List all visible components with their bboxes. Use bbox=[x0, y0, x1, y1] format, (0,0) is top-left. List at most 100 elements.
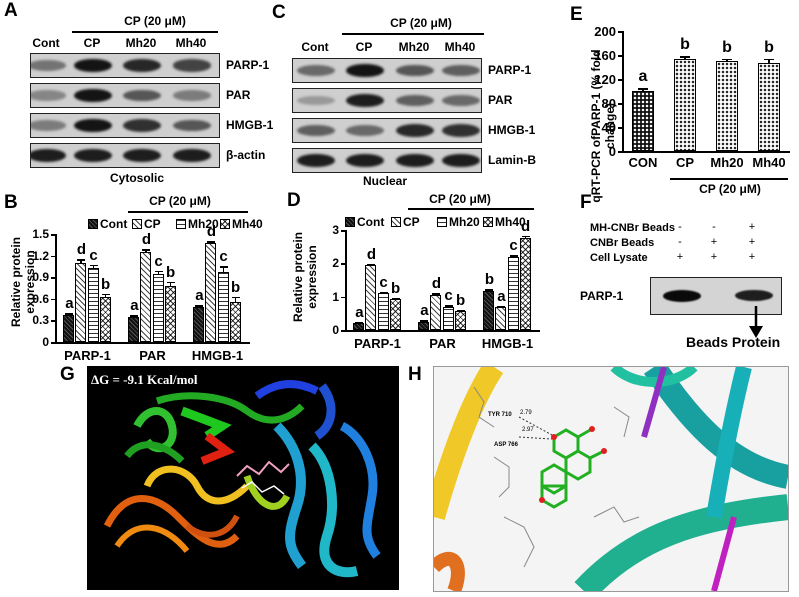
row-label: HMGB-1 bbox=[488, 123, 536, 137]
error-bar bbox=[222, 266, 225, 273]
band bbox=[123, 148, 161, 163]
significance-letter: d bbox=[366, 245, 377, 263]
error-cap bbox=[764, 58, 774, 61]
y-tick bbox=[51, 255, 55, 258]
error-cap bbox=[497, 305, 506, 308]
y-tick bbox=[51, 342, 55, 344]
row-label: PARP-1 bbox=[226, 58, 270, 72]
legend-swatch bbox=[391, 217, 401, 227]
y-tick-label: 1 bbox=[332, 289, 339, 304]
blot-strip bbox=[292, 148, 482, 173]
band bbox=[346, 125, 384, 136]
y-tick-label: 80 bbox=[601, 96, 616, 111]
significance-letter: b bbox=[680, 36, 690, 54]
x-category-label: PAR bbox=[429, 336, 456, 351]
blot-strip bbox=[292, 58, 482, 83]
pulldown-row-label: CNBr Beads bbox=[590, 237, 655, 249]
lane-label: Cont bbox=[32, 36, 60, 50]
y-tick-label: 40 bbox=[601, 120, 616, 135]
error-cap bbox=[521, 235, 530, 238]
band bbox=[396, 64, 434, 77]
lane-label: Mh40 bbox=[444, 40, 476, 54]
y-tick bbox=[618, 151, 622, 153]
y-tick bbox=[51, 234, 55, 236]
error-cap bbox=[432, 293, 441, 295]
significance-letter: a bbox=[497, 287, 506, 305]
bar bbox=[483, 290, 495, 330]
legend-label: Mh40 bbox=[495, 215, 526, 229]
band bbox=[31, 60, 66, 71]
blot-strip bbox=[30, 53, 220, 78]
y-tick-label: 0.3 bbox=[32, 313, 49, 328]
bar bbox=[418, 321, 430, 330]
error-bar bbox=[234, 296, 237, 302]
y-tick-label: 160 bbox=[594, 48, 616, 63]
band bbox=[173, 59, 211, 72]
blot-strip bbox=[30, 83, 220, 108]
panel-label-f: F bbox=[580, 192, 592, 213]
x-category-label: PARP-1 bbox=[354, 336, 401, 351]
legend-label: Cont bbox=[100, 217, 128, 231]
cp-group-label-d: CP (20 μM) bbox=[429, 192, 491, 206]
bar bbox=[377, 292, 389, 330]
band bbox=[442, 153, 480, 168]
cp-group-label-a: CP (20 μM) bbox=[124, 14, 186, 28]
legend-label: Mh20 bbox=[449, 215, 480, 229]
error-cap bbox=[142, 249, 151, 251]
bar bbox=[152, 273, 164, 342]
band bbox=[735, 290, 773, 302]
y-tick bbox=[341, 296, 345, 299]
bar bbox=[128, 316, 140, 342]
y-tick-label: 0.6 bbox=[32, 291, 49, 306]
blot-strip bbox=[30, 113, 220, 138]
row-label: β-actin bbox=[226, 148, 266, 162]
error-bar bbox=[768, 58, 770, 63]
significance-letter: c bbox=[89, 246, 98, 264]
sign: + bbox=[710, 236, 718, 248]
band bbox=[442, 124, 480, 137]
error-cap bbox=[391, 298, 400, 300]
band bbox=[442, 95, 480, 106]
row-label: HMGB-1 bbox=[226, 118, 274, 132]
band bbox=[663, 290, 701, 302]
error-cap bbox=[77, 259, 86, 261]
cp-group-label-e: CP (20 μM) bbox=[699, 182, 761, 196]
bar bbox=[75, 262, 87, 342]
error-cap bbox=[154, 270, 163, 273]
error-cap bbox=[456, 309, 465, 312]
band bbox=[74, 118, 112, 133]
binding-site-h: TYR 710 2.79 2.97 ASP 766 bbox=[433, 366, 789, 592]
error-cap bbox=[638, 88, 648, 90]
error-cap bbox=[379, 291, 388, 294]
legend-swatch bbox=[483, 217, 493, 227]
y-tick-label: 2 bbox=[332, 256, 339, 271]
x-category-label: PAR bbox=[139, 348, 166, 363]
panel-label-e: E bbox=[570, 4, 583, 25]
error-bar bbox=[104, 293, 107, 298]
bar bbox=[454, 311, 466, 330]
y-tick bbox=[341, 230, 345, 232]
docking-structure-g: ΔG = -9.1 Kcal/mol bbox=[87, 366, 399, 590]
significance-letter: b bbox=[165, 263, 176, 281]
y-tick-label: 3 bbox=[332, 223, 339, 237]
sign: + bbox=[748, 251, 756, 263]
error-cap bbox=[166, 281, 175, 284]
group-line-d bbox=[408, 208, 534, 210]
band bbox=[297, 95, 335, 106]
error-cap bbox=[680, 56, 690, 58]
significance-letter: b bbox=[484, 271, 495, 288]
group-line-e bbox=[670, 178, 788, 180]
y-tick bbox=[618, 127, 622, 129]
significance-letter: d bbox=[431, 275, 442, 292]
band bbox=[297, 153, 335, 168]
x-category-label: CP bbox=[675, 155, 695, 170]
distance-2: 2.97 bbox=[522, 427, 534, 433]
band bbox=[297, 124, 335, 137]
bar bbox=[716, 61, 738, 151]
error-cap bbox=[355, 322, 364, 324]
error-cap bbox=[367, 263, 376, 266]
bar bbox=[63, 314, 75, 342]
significance-letter: a bbox=[65, 295, 74, 313]
y-tick bbox=[618, 103, 622, 105]
